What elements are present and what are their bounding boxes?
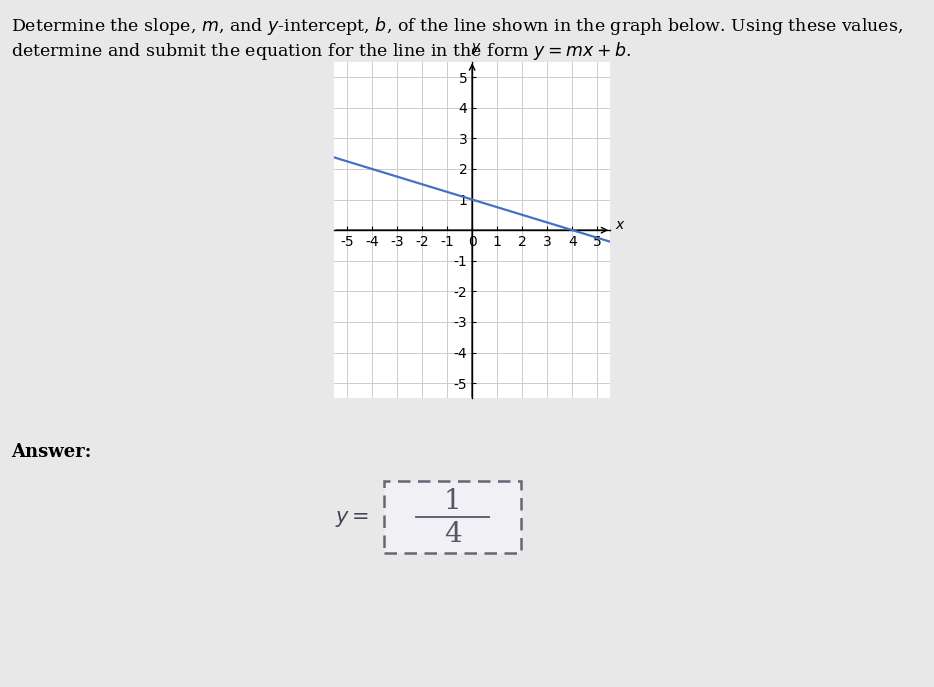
Text: 1: 1 <box>444 488 461 515</box>
Text: $x$: $x$ <box>615 218 626 232</box>
Text: Answer:: Answer: <box>11 443 92 461</box>
Text: $y = $: $y = $ <box>334 508 369 529</box>
FancyBboxPatch shape <box>385 482 520 552</box>
Text: determine and submit the equation for the line in the form $y = mx + b$.: determine and submit the equation for th… <box>11 40 631 62</box>
Text: $y$: $y$ <box>472 41 482 56</box>
Text: 4: 4 <box>444 521 461 548</box>
Text: Determine the slope, $m$, and $y$-intercept, $b$, of the line shown in the graph: Determine the slope, $m$, and $y$-interc… <box>11 15 903 37</box>
